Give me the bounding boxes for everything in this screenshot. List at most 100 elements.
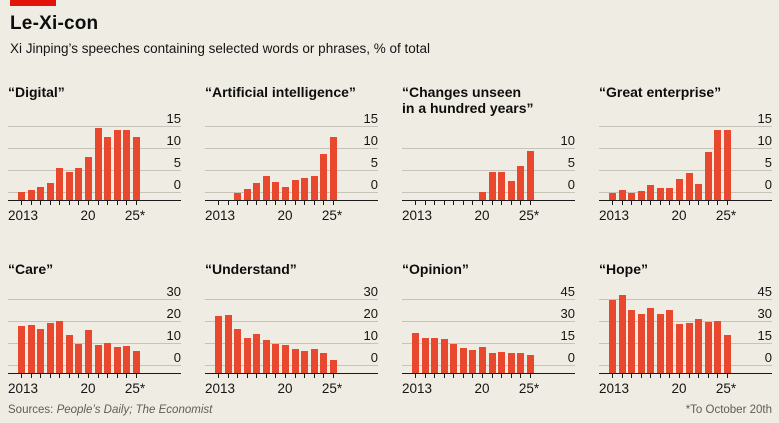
x-axis-tick bbox=[520, 201, 522, 205]
x-tick-slot bbox=[37, 374, 44, 378]
x-axis-tick bbox=[501, 374, 503, 378]
x-axis-tick bbox=[472, 374, 474, 378]
x-tick-slot bbox=[47, 201, 54, 205]
x-axis-tick bbox=[49, 374, 51, 378]
y-axis-label: 15 bbox=[166, 111, 181, 126]
x-tick-slot bbox=[123, 201, 130, 205]
x-axis-label: 2013 bbox=[599, 381, 630, 396]
x-tick-slot bbox=[37, 201, 44, 205]
x-axis-tick bbox=[227, 374, 229, 378]
bar-2025 bbox=[723, 335, 731, 373]
chart-title: “Opinion” bbox=[402, 261, 575, 287]
x-tick-slot bbox=[460, 374, 467, 378]
x-axis-tick bbox=[246, 374, 248, 378]
x-tick-slot bbox=[666, 201, 673, 205]
bar-2018 bbox=[656, 188, 664, 200]
bar-2015 bbox=[628, 192, 636, 200]
x-axis-tick bbox=[501, 201, 503, 205]
gridline bbox=[8, 126, 181, 127]
x-axis-label: 2013 bbox=[402, 208, 433, 223]
y-axis-label: 5 bbox=[173, 155, 181, 170]
sources-names: People’s Daily; The Economist bbox=[56, 404, 213, 416]
x-tick-slot bbox=[695, 374, 702, 378]
x-tick-slot bbox=[28, 201, 35, 205]
x-axis-label: 20 bbox=[474, 381, 490, 396]
x-axis-label: 25* bbox=[321, 208, 343, 223]
x-axis-ticks bbox=[18, 374, 140, 378]
bar-2017 bbox=[647, 308, 655, 373]
plot-area: 0 5 10 15 bbox=[599, 112, 772, 201]
bar-2016 bbox=[637, 314, 645, 373]
x-tick-slot bbox=[714, 374, 721, 378]
x-axis-tick bbox=[332, 374, 334, 378]
y-axis-label: 0 bbox=[173, 177, 181, 192]
x-tick-slot bbox=[85, 374, 92, 378]
x-axis-tick bbox=[40, 374, 42, 378]
bar-2019 bbox=[75, 167, 83, 200]
x-axis-tick bbox=[434, 374, 436, 378]
bar-2025 bbox=[526, 355, 534, 373]
x-axis-tick bbox=[332, 201, 334, 205]
x-tick-slot bbox=[75, 374, 82, 378]
x-tick-slot bbox=[114, 201, 121, 205]
x-tick-slot bbox=[666, 374, 673, 378]
y-axis-label: 10 bbox=[166, 133, 181, 148]
y-axis-label: 0 bbox=[567, 177, 575, 192]
x-tick-slot bbox=[469, 374, 476, 378]
x-tick-slot bbox=[85, 201, 92, 205]
bar-2023 bbox=[704, 152, 712, 200]
x-tick-slot bbox=[724, 201, 731, 205]
x-axis-tick bbox=[491, 374, 493, 378]
gridline bbox=[599, 343, 772, 344]
plot-area: 0 15 30 45 bbox=[599, 285, 772, 374]
bar-2022 bbox=[695, 183, 703, 200]
bars-group bbox=[18, 287, 140, 373]
chart-title-line: “Great enterprise” bbox=[599, 84, 722, 100]
x-axis-tick bbox=[135, 201, 137, 205]
x-axis-tick bbox=[107, 201, 109, 205]
bar-2023 bbox=[310, 349, 318, 373]
x-tick-slot bbox=[724, 374, 731, 378]
x-tick-slot bbox=[282, 374, 289, 378]
x-axis-tick bbox=[612, 374, 613, 378]
x-tick-slot bbox=[657, 201, 664, 205]
chart-title-line: “Understand” bbox=[205, 261, 297, 277]
x-tick-slot bbox=[609, 201, 616, 205]
bar-2023 bbox=[113, 130, 121, 200]
bars-group bbox=[609, 287, 731, 373]
x-tick-slot bbox=[311, 374, 318, 378]
y-axis-label: 5 bbox=[370, 155, 378, 170]
x-axis-tick bbox=[21, 201, 22, 205]
x-axis-tick bbox=[68, 201, 70, 205]
bar-2023 bbox=[704, 321, 712, 373]
x-tick-slot bbox=[431, 201, 438, 205]
x-axis-tick bbox=[631, 201, 633, 205]
y-axis-label: 15 bbox=[560, 328, 575, 343]
x-axis-tick bbox=[246, 201, 248, 205]
bar-2013 bbox=[609, 192, 616, 200]
x-axis-tick bbox=[424, 374, 426, 378]
x-axis-labels: 2013 20 25* bbox=[205, 381, 378, 398]
x-axis-tick bbox=[218, 374, 219, 378]
gridline bbox=[599, 126, 772, 127]
gridline bbox=[8, 343, 181, 344]
x-axis-ticks bbox=[412, 201, 534, 205]
x-axis-labels: 2013 20 25* bbox=[599, 208, 772, 225]
x-axis-label: 2013 bbox=[599, 208, 630, 223]
x-tick-slot bbox=[498, 201, 505, 205]
x-axis-ticks bbox=[609, 201, 731, 205]
x-axis-labels: 2013 20 25* bbox=[402, 381, 575, 398]
x-axis-tick bbox=[97, 374, 99, 378]
sources-prefix: Sources: bbox=[8, 404, 57, 416]
bar-2018 bbox=[262, 175, 270, 200]
x-tick-slot bbox=[253, 374, 260, 378]
bar-2013 bbox=[18, 191, 25, 200]
x-tick-slot bbox=[469, 201, 476, 205]
x-axis-tick bbox=[669, 374, 671, 378]
footer: Sources: People’s Daily; The Economist *… bbox=[8, 404, 772, 416]
bar-2024 bbox=[517, 166, 525, 200]
gridline bbox=[402, 170, 575, 171]
x-axis-tick bbox=[434, 201, 436, 205]
x-axis-tick bbox=[256, 201, 258, 205]
